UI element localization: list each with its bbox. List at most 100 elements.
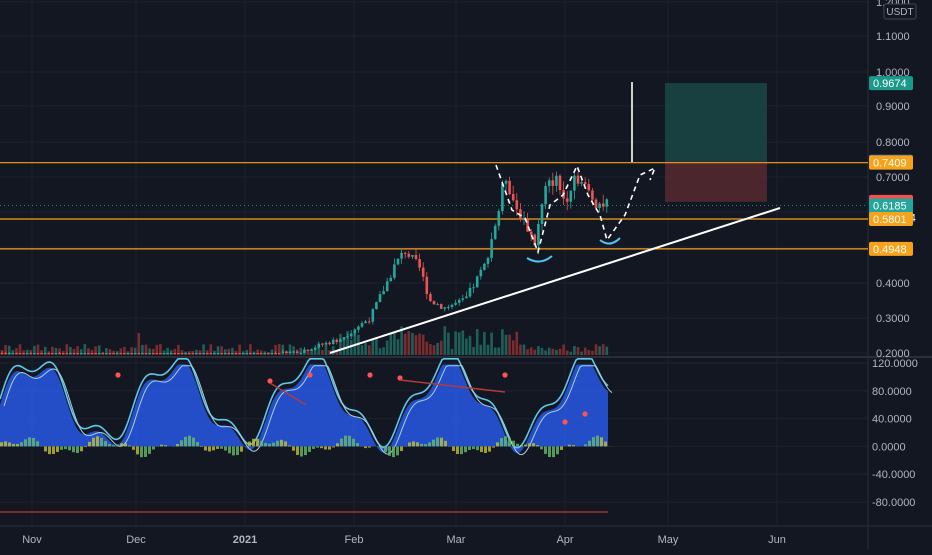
volume-bar [382,347,385,355]
volume-bar [541,348,544,355]
histogram-bar [208,446,211,451]
candle-body [228,353,231,354]
histogram-bar [400,446,403,451]
candle-body [1,353,4,354]
candle-body [339,339,342,342]
candle-body [51,353,54,354]
volume-bar [120,348,123,355]
volume-bar [321,350,324,355]
histogram-bar [212,446,215,450]
histogram-bar [132,446,135,449]
histogram-bar [264,443,267,446]
candle-body [98,353,101,354]
volume-bar [606,347,609,355]
candle-body [300,353,303,354]
axes: 1.20001.10001.00000.90000.80000.70000.60… [22,0,918,546]
candle-body [346,336,349,337]
candle-body [145,353,148,354]
histogram-bar [284,441,287,446]
candle-body [336,340,339,342]
histogram-bar [420,444,423,447]
volume-bar [138,333,141,355]
volume-bar [454,331,457,355]
candle-body [210,353,213,354]
histogram-bar [388,446,391,455]
candle-body [159,353,162,354]
candle-body [318,344,321,348]
candle-body [426,277,429,294]
volume-bar [271,350,274,355]
histogram-bar [476,446,479,450]
volume-bar [163,350,166,355]
osc-tick-label: 80.0000 [872,386,912,398]
histogram-bar [460,446,463,454]
candle-body [267,353,270,354]
candle-body [37,353,40,354]
histogram-bar [184,437,187,447]
histogram-bar [500,438,503,446]
histogram-bar [196,442,199,446]
volume-bar [199,350,202,355]
histogram-bar [412,441,415,446]
volume-bar [195,350,198,355]
volume-bar [404,334,407,355]
histogram-bar [28,437,31,446]
histogram-bar [432,440,435,447]
volume-bar [174,349,177,355]
volume-bar [501,329,504,355]
candle-body [472,287,475,288]
volume-bar [224,349,227,355]
histogram-bar [540,446,543,449]
candle-body [213,353,216,354]
histogram-bar [92,438,95,447]
candle-body [498,211,501,226]
candle-body [188,353,191,354]
histogram-bar [392,446,395,457]
oscillator-fill [0,364,608,453]
histogram-bar [232,446,235,455]
volume-bar [73,349,76,355]
candle-body [199,353,202,354]
volume-bar [393,332,396,355]
histogram-bar [164,445,167,446]
histogram-bar [368,446,371,447]
candle-body [602,203,605,206]
histogram-bar [488,446,491,451]
histogram-bar [304,446,307,455]
candle-body [123,353,126,354]
histogram-bar [344,436,347,447]
histogram-bar [228,446,231,453]
candle-body [109,353,112,354]
candle-body [382,291,385,294]
candle-body [264,353,267,354]
candle-body [249,353,252,354]
histogram-bar [32,438,35,447]
histogram-bar [160,445,163,447]
histogram-bar [560,446,563,450]
volume-bar [505,335,508,355]
volume-bar [109,349,112,355]
histogram-bar [112,445,115,446]
volume-bar [577,347,580,355]
candle-body [343,337,346,339]
volume-bar [325,345,328,355]
histogram-bar [604,441,607,446]
histogram-bar [444,441,447,447]
histogram-bar [144,446,147,457]
volume-bar [433,345,436,355]
time-tick-label: 2021 [233,534,257,546]
volume-bar [12,350,15,355]
volume-bar [444,326,447,355]
candle-body [328,343,331,344]
volume-bar [40,350,43,355]
histogram-bar [496,442,499,446]
candle-body [271,353,274,354]
histogram-bar [356,443,359,446]
volume-bar [498,347,501,355]
price-tick-label: 0.3000 [876,313,910,325]
volume-bar [440,341,443,355]
volume-bar [537,346,540,355]
volume-bar [181,350,184,355]
